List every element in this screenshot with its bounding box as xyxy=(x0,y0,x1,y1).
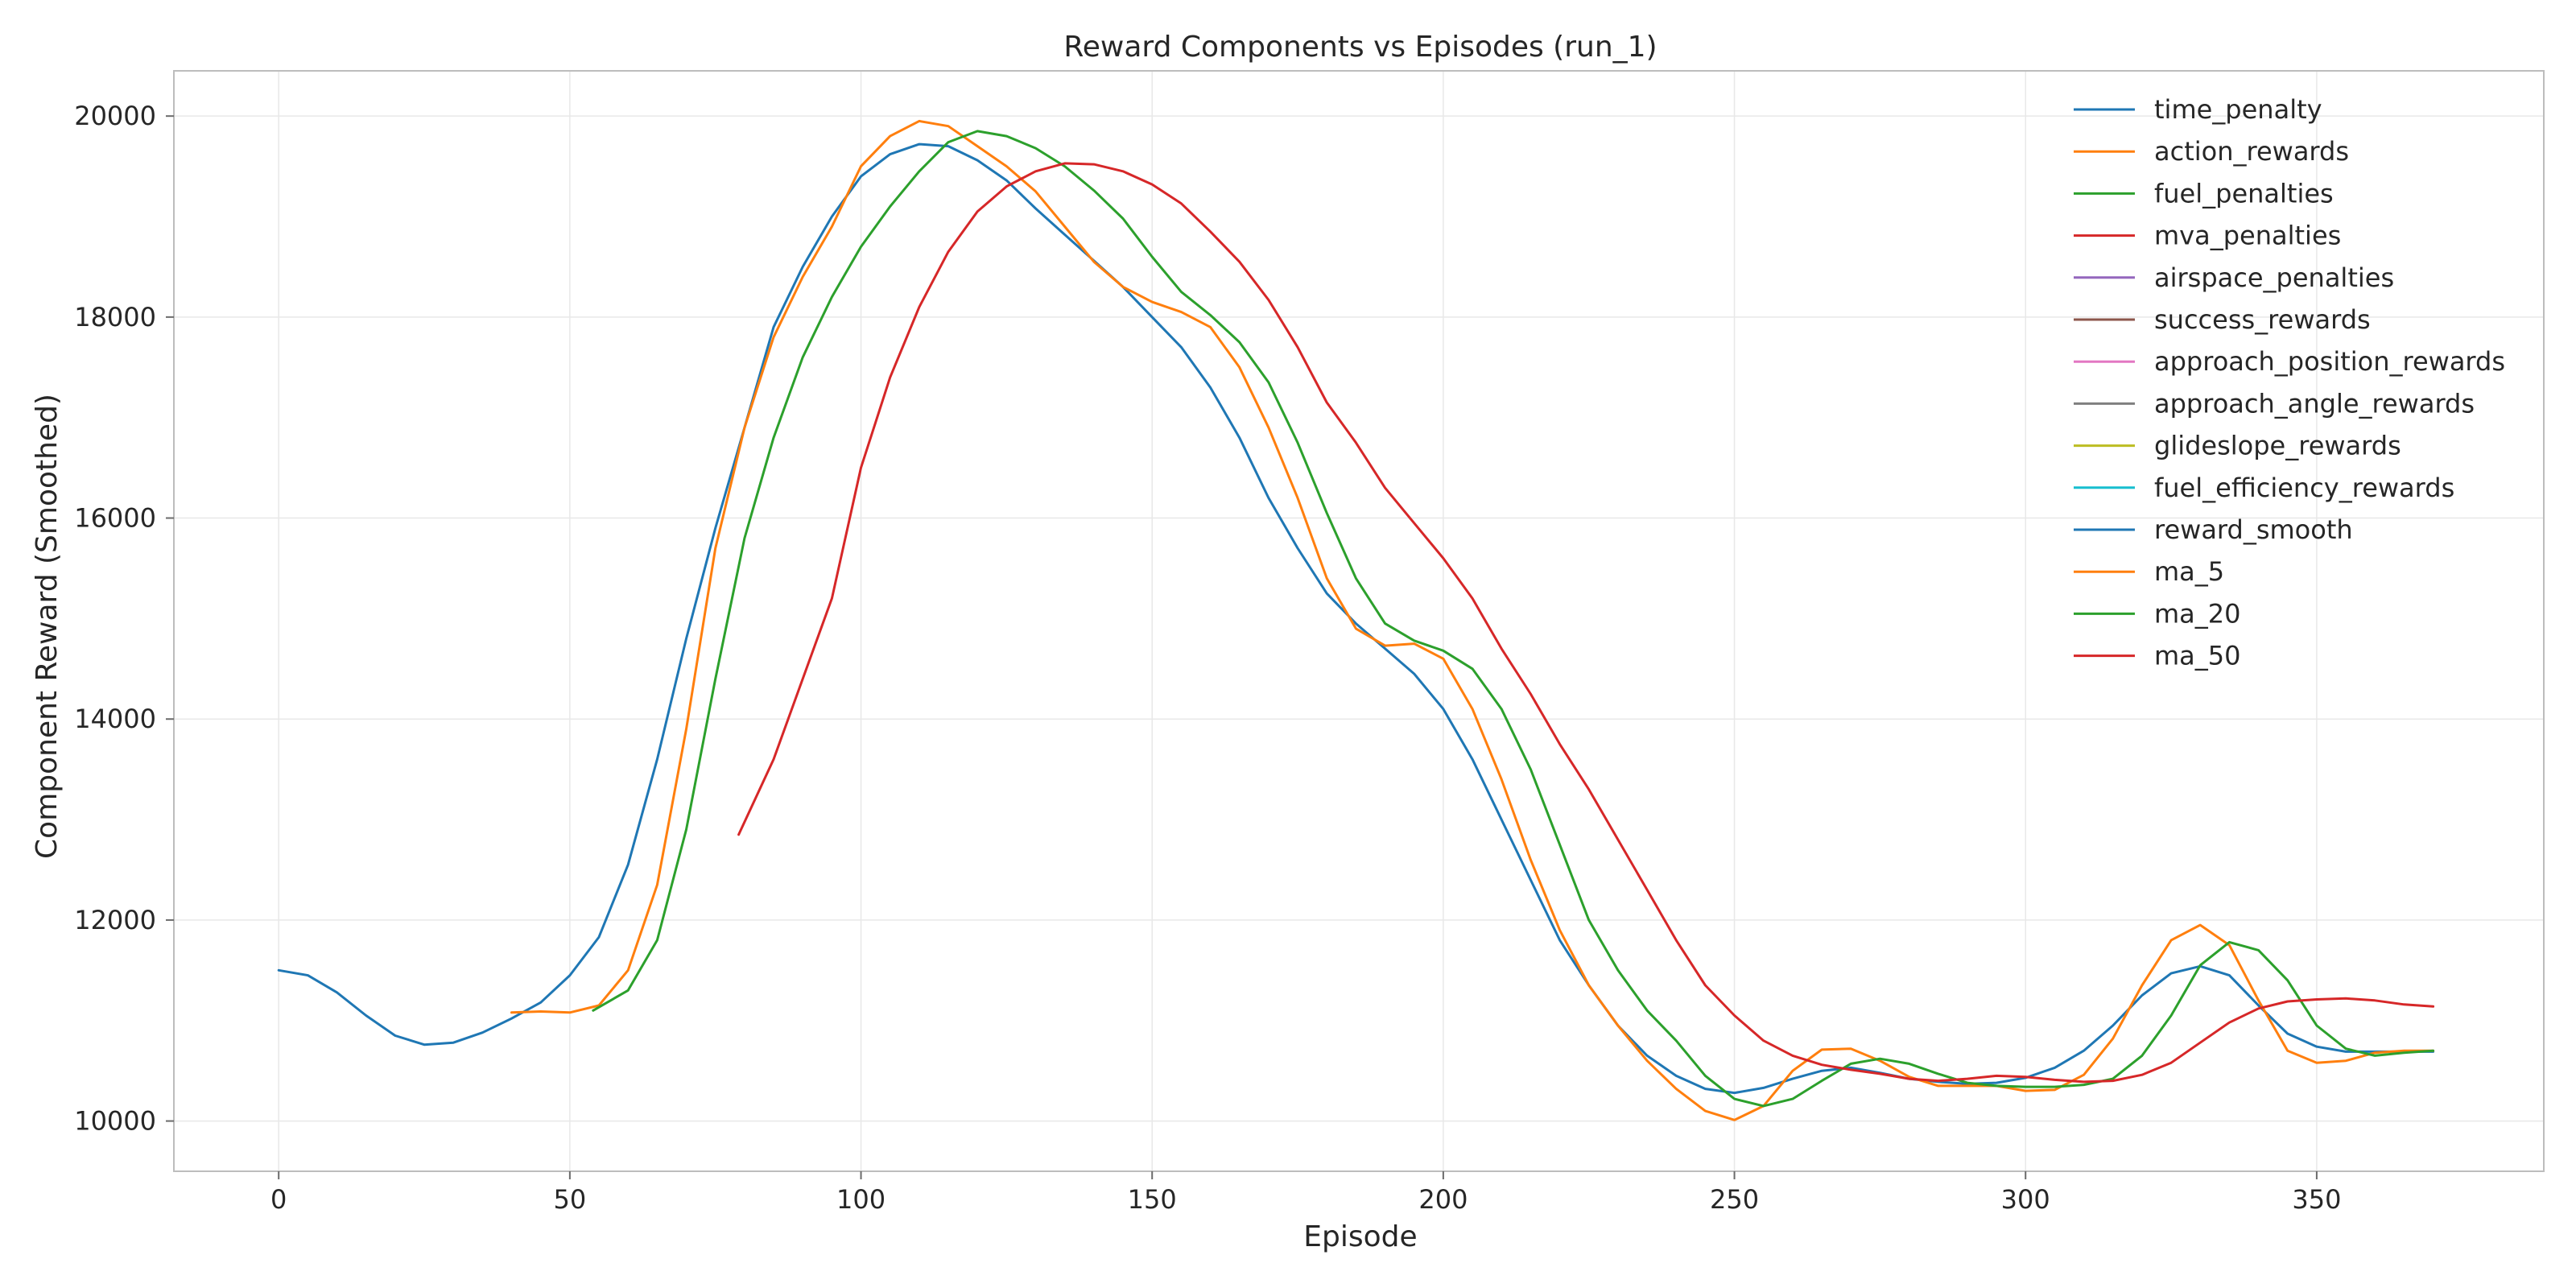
legend-label: approach_position_rewards xyxy=(2154,346,2505,377)
chart-title: Reward Components vs Episodes (run_1) xyxy=(1063,31,1657,64)
legend-label: action_rewards xyxy=(2154,136,2349,167)
y-tick-label: 16000 xyxy=(74,503,156,534)
legend-label: reward_smooth xyxy=(2154,514,2353,545)
legend-label: ma_5 xyxy=(2154,556,2224,587)
x-axis-ticks: 0 50 100 150 200 250 300 350 xyxy=(270,1171,2341,1215)
legend-label: airspace_penalties xyxy=(2154,262,2394,293)
legend-label: time_penalty xyxy=(2154,94,2322,125)
legend: time_penalty action_rewards fuel_penalties… xyxy=(2074,94,2505,671)
series-line-ma-20 xyxy=(592,130,2435,1108)
series-line-ma-50 xyxy=(737,162,2435,1084)
y-axis-ticks: 10000 12000 14000 16000 18000 20000 xyxy=(74,101,174,1137)
legend-label: glideslope_rewards xyxy=(2154,431,2401,461)
y-tick-label: 20000 xyxy=(74,101,156,131)
series-line-reward-smooth xyxy=(277,142,2435,1095)
y-tick-label: 14000 xyxy=(74,704,156,734)
legend-label: approach_angle_rewards xyxy=(2154,388,2475,419)
x-tick-label: 350 xyxy=(2292,1184,2341,1215)
x-axis-label: Episode xyxy=(1303,1220,1417,1253)
legend-label: ma_20 xyxy=(2154,598,2241,629)
legend-label: fuel_efficiency_rewards xyxy=(2154,473,2454,503)
y-axis-label: Component Reward (Smoothed) xyxy=(31,394,64,859)
series-lines xyxy=(277,119,2435,1121)
x-tick-label: 150 xyxy=(1128,1184,1177,1215)
x-tick-label: 250 xyxy=(1710,1184,1759,1215)
x-tick-label: 50 xyxy=(554,1184,587,1215)
legend-label: mva_penalties xyxy=(2154,221,2341,251)
plot-frame xyxy=(173,70,2545,1172)
y-tick-label: 12000 xyxy=(74,905,156,935)
legend-label: ma_50 xyxy=(2154,641,2241,671)
grid xyxy=(174,71,2544,1171)
x-tick-label: 300 xyxy=(2001,1184,2050,1215)
x-tick-label: 200 xyxy=(1418,1184,1468,1215)
x-tick-label: 0 xyxy=(270,1184,287,1215)
legend-label: fuel_penalties xyxy=(2154,178,2334,208)
x-tick-label: 100 xyxy=(836,1184,886,1215)
legend-label: success_rewards xyxy=(2154,304,2371,335)
series-line-ma-5 xyxy=(510,119,2435,1121)
y-tick-label: 10000 xyxy=(74,1106,156,1137)
y-tick-label: 18000 xyxy=(74,302,156,332)
